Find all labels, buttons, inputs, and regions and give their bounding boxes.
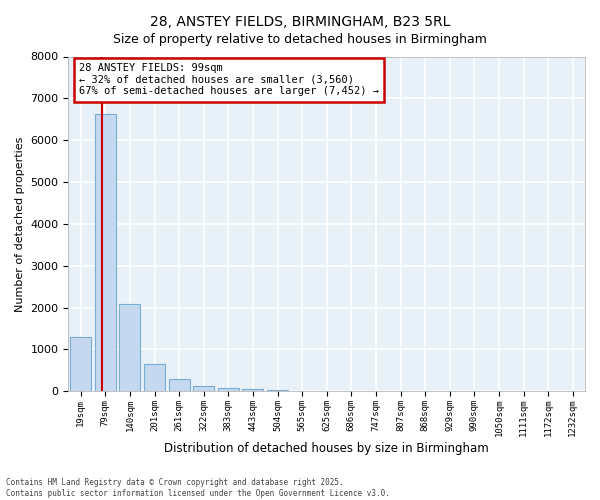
Text: 28 ANSTEY FIELDS: 99sqm
← 32% of detached houses are smaller (3,560)
67% of semi: 28 ANSTEY FIELDS: 99sqm ← 32% of detache… [79, 63, 379, 96]
Bar [193, 386, 214, 391]
Bar [218, 388, 239, 391]
Bar [242, 390, 263, 391]
Text: 28, ANSTEY FIELDS, BIRMINGHAM, B23 5RL: 28, ANSTEY FIELDS, BIRMINGHAM, B23 5RL [150, 15, 450, 29]
Text: Contains HM Land Registry data © Crown copyright and database right 2025.
Contai: Contains HM Land Registry data © Crown c… [6, 478, 390, 498]
X-axis label: Distribution of detached houses by size in Birmingham: Distribution of detached houses by size … [164, 442, 489, 455]
Y-axis label: Number of detached properties: Number of detached properties [15, 136, 25, 312]
Bar [267, 390, 288, 391]
Bar [144, 364, 165, 391]
Text: Size of property relative to detached houses in Birmingham: Size of property relative to detached ho… [113, 32, 487, 46]
Bar [169, 379, 190, 391]
Bar [119, 304, 140, 391]
Bar [95, 114, 116, 391]
Bar [70, 337, 91, 391]
